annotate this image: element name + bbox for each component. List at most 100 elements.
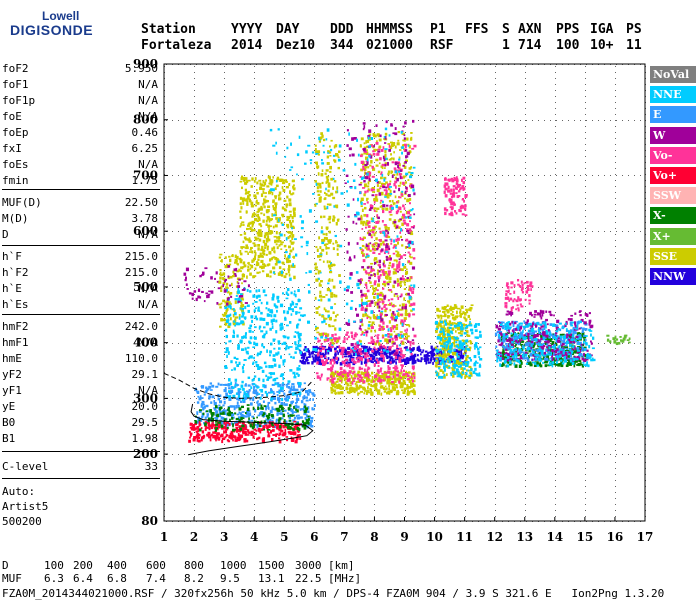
grid-dot	[304, 454, 305, 455]
grid-dot	[525, 498, 526, 499]
echo-point	[224, 306, 228, 310]
grid-dot	[472, 454, 473, 455]
echo-point	[242, 240, 245, 244]
echo-point	[366, 368, 370, 371]
echo-point	[220, 433, 224, 437]
grid-dot	[314, 120, 315, 121]
echo-point	[267, 391, 271, 394]
echo-point	[292, 371, 296, 375]
echo-point	[254, 195, 257, 200]
grid-dot	[555, 516, 556, 517]
grid-dot	[555, 216, 556, 217]
grid-dot	[196, 287, 197, 288]
grid-dot	[465, 192, 466, 193]
echo-point	[275, 243, 278, 246]
echo-point	[220, 273, 223, 277]
grid-dot	[224, 264, 225, 265]
grid-dot	[405, 78, 406, 79]
echo-point	[294, 405, 298, 409]
grid-dot	[194, 198, 195, 199]
echo-point	[198, 423, 201, 427]
grid-dot	[555, 156, 556, 157]
echo-point	[222, 420, 225, 425]
grid-dot	[262, 398, 263, 399]
echo-point	[392, 371, 395, 374]
grid-dot	[194, 174, 195, 175]
echo-point	[331, 345, 334, 348]
echo-point	[409, 341, 412, 344]
grid-dot	[244, 175, 245, 176]
echo-point	[239, 216, 242, 219]
grid-dot	[562, 120, 563, 121]
echo-point	[250, 432, 253, 436]
echo-point	[223, 400, 226, 405]
echo-point	[223, 421, 226, 425]
echo-point	[335, 350, 339, 353]
grid-dot	[224, 258, 225, 259]
echo-point	[287, 414, 290, 418]
grid-dot	[400, 287, 401, 288]
echo-point	[283, 341, 287, 345]
grid-dot	[254, 78, 255, 79]
echo-point	[350, 331, 353, 334]
grid-dot	[314, 372, 315, 373]
echo-point	[328, 346, 331, 350]
echo-point	[263, 182, 267, 186]
grid-dot	[405, 96, 406, 97]
grid-dot	[555, 384, 556, 385]
grid-dot	[314, 480, 315, 481]
echo-point	[385, 372, 388, 377]
grid-dot	[495, 78, 496, 79]
echo-point	[224, 436, 227, 439]
echo-point	[269, 422, 272, 425]
grid-dot	[586, 231, 587, 232]
grid-dot	[344, 480, 345, 481]
param-value: 3.78	[131, 212, 159, 225]
echo-point	[241, 336, 245, 339]
echo-point	[245, 412, 247, 415]
echo-point	[264, 246, 267, 249]
echo-point	[288, 204, 292, 207]
grid-dot	[585, 138, 586, 139]
grid-dot	[224, 114, 225, 115]
grid-dot	[598, 231, 599, 232]
grid-dot	[405, 474, 406, 475]
grid-dot	[598, 343, 599, 344]
grid-dot	[550, 175, 551, 176]
grid-dot	[585, 372, 586, 373]
echo-point	[376, 336, 379, 339]
echo-point	[257, 377, 261, 382]
echo-point	[293, 184, 295, 187]
grid-dot	[585, 66, 586, 67]
echo-point	[207, 421, 210, 425]
grid-dot	[224, 252, 225, 253]
echo-point	[218, 256, 222, 259]
grid-dot	[495, 156, 496, 157]
echo-point	[354, 332, 357, 335]
echo-point	[375, 358, 378, 362]
echo-point	[299, 393, 301, 397]
echo-point	[380, 367, 383, 370]
echo-point	[365, 392, 368, 395]
grid-dot	[615, 168, 616, 169]
grid-dot	[435, 234, 436, 235]
echo-point	[351, 366, 355, 370]
grid-dot	[525, 510, 526, 511]
grid-dot	[208, 454, 209, 455]
echo-point	[270, 399, 273, 402]
grid-dot	[465, 66, 466, 67]
echo-point	[374, 334, 377, 337]
grid-dot	[495, 390, 496, 391]
grid-dot	[406, 175, 407, 176]
grid-dot	[344, 516, 345, 517]
grid-dot	[448, 120, 449, 121]
grid-dot	[370, 398, 371, 399]
echo-point	[246, 352, 250, 355]
grid-dot	[585, 252, 586, 253]
echo-point	[300, 400, 304, 404]
grid-dot	[194, 276, 195, 277]
echo-point	[402, 354, 405, 357]
grid-dot	[254, 144, 255, 145]
grid-dot	[544, 175, 545, 176]
echo-point	[294, 331, 297, 333]
